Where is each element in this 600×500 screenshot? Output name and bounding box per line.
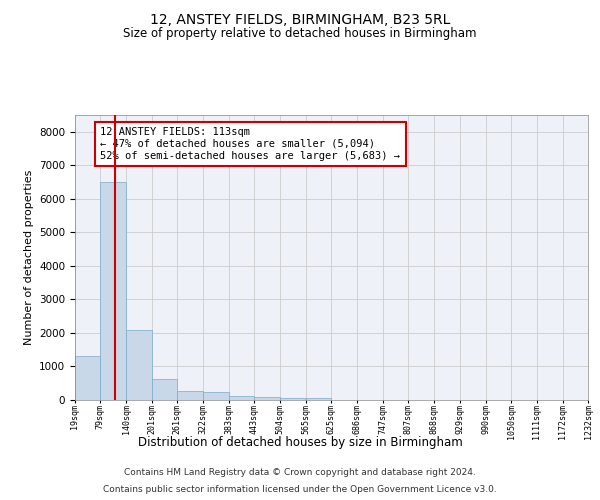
Bar <box>229 396 254 400</box>
Bar <box>178 391 203 400</box>
Text: Distribution of detached houses by size in Birmingham: Distribution of detached houses by size … <box>137 436 463 449</box>
Text: Contains HM Land Registry data © Crown copyright and database right 2024.: Contains HM Land Registry data © Crown c… <box>124 468 476 477</box>
Bar <box>126 330 152 400</box>
Bar <box>254 396 280 400</box>
Bar <box>306 398 331 400</box>
Bar <box>100 182 126 400</box>
Bar <box>75 356 100 400</box>
Bar <box>152 379 178 400</box>
Y-axis label: Number of detached properties: Number of detached properties <box>23 170 34 345</box>
Text: 12 ANSTEY FIELDS: 113sqm
← 47% of detached houses are smaller (5,094)
52% of sem: 12 ANSTEY FIELDS: 113sqm ← 47% of detach… <box>100 128 400 160</box>
Text: 12, ANSTEY FIELDS, BIRMINGHAM, B23 5RL: 12, ANSTEY FIELDS, BIRMINGHAM, B23 5RL <box>150 12 450 26</box>
Bar <box>203 392 229 400</box>
Text: Contains public sector information licensed under the Open Government Licence v3: Contains public sector information licen… <box>103 484 497 494</box>
Text: Size of property relative to detached houses in Birmingham: Size of property relative to detached ho… <box>123 28 477 40</box>
Bar <box>280 398 305 400</box>
